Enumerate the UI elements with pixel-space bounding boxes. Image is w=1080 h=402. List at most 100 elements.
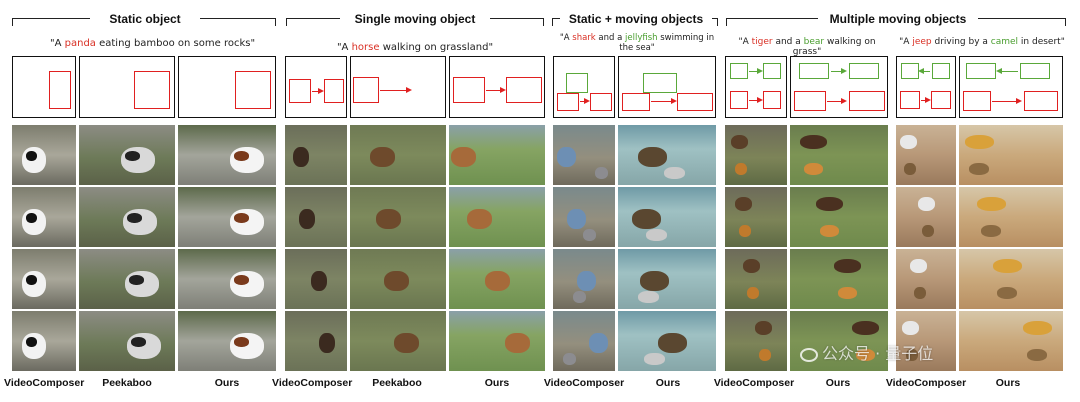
video-frame xyxy=(449,249,545,309)
watermark-text: 公众号 · 量子位 xyxy=(822,344,934,363)
layout-box-single-2 xyxy=(350,56,446,118)
prompt-object-bear: bear xyxy=(803,37,825,47)
frame-subject-secondary xyxy=(234,151,250,161)
bbox-shark-start xyxy=(557,93,579,111)
bbox-camel-start xyxy=(932,63,950,79)
video-frame xyxy=(553,249,615,309)
column-label-peekaboo: Peekaboo xyxy=(102,377,152,389)
frame-subject-secondary xyxy=(26,213,37,223)
video-frame xyxy=(12,249,76,309)
bbox-bear-end xyxy=(849,63,879,79)
frame-subject xyxy=(121,147,155,173)
frame-subject xyxy=(638,147,668,167)
column-label-videocomposer: VideoComposer xyxy=(272,377,353,389)
wechat-icon xyxy=(800,347,818,362)
prompt-object-panda: panda xyxy=(64,38,96,49)
prompt-object-jeep: jeep xyxy=(912,37,932,47)
frame-subject xyxy=(451,147,476,167)
frame-subject-secondary xyxy=(646,229,667,241)
frame-subject-secondary xyxy=(583,229,597,241)
video-frame xyxy=(553,187,615,247)
motion-arrow xyxy=(580,97,590,104)
bbox-camel-end xyxy=(901,63,919,79)
frame-subject xyxy=(370,147,395,167)
bbox-panda xyxy=(235,71,271,109)
video-frame xyxy=(285,125,347,185)
bbox-tiger-end xyxy=(849,91,885,111)
frame-subject xyxy=(816,197,844,211)
frame-subject xyxy=(230,147,264,173)
video-frame xyxy=(553,125,615,185)
column-label-ours: Ours xyxy=(995,377,1021,389)
frame-subject xyxy=(965,135,995,149)
bbox-horse-end xyxy=(506,77,542,103)
prompt-text: walking on grass" xyxy=(792,37,876,57)
frame-subject xyxy=(658,333,688,353)
video-frame xyxy=(959,125,1063,185)
frame-subject xyxy=(1023,321,1053,335)
frame-subject xyxy=(977,197,1007,211)
frame-subject xyxy=(230,209,264,235)
video-frame xyxy=(725,187,787,247)
layout-box-multiple-3 xyxy=(896,56,956,118)
motion-arrow xyxy=(486,86,506,93)
video-frame xyxy=(79,187,175,247)
prompt-jeep-camel: "A jeep driving by a camel in desert" xyxy=(892,37,1072,47)
bbox-horse-start xyxy=(289,79,311,103)
frame-subject xyxy=(743,259,761,273)
video-frame xyxy=(79,311,175,371)
frame-subject xyxy=(900,135,917,149)
bbox-jellyfish xyxy=(566,73,588,93)
prompt-text: "A xyxy=(336,42,352,53)
video-frame xyxy=(896,311,956,371)
frame-subject-secondary xyxy=(914,287,926,299)
video-frame xyxy=(79,125,175,185)
bbox-bear-end xyxy=(763,63,781,79)
frame-subject xyxy=(311,271,328,291)
bbox-camel-end xyxy=(966,63,996,79)
frame-subject-secondary xyxy=(981,225,1002,237)
bbox-jellyfish xyxy=(643,73,677,93)
frame-subject-secondary xyxy=(26,275,37,285)
frame-subject xyxy=(299,209,316,229)
frame-subject-secondary xyxy=(969,163,990,175)
motion-arrow xyxy=(380,86,412,93)
prompt-object-tiger: tiger xyxy=(751,37,773,47)
frame-subject xyxy=(557,147,576,167)
column-label-videocomposer: VideoComposer xyxy=(713,377,795,389)
prompt-text: "A xyxy=(899,37,913,47)
motion-arrow xyxy=(651,97,677,104)
video-frame xyxy=(553,311,615,371)
watermark: 公众号 · 量子位 xyxy=(800,340,933,364)
frame-subject-secondary xyxy=(804,163,824,175)
frame-subject-secondary xyxy=(127,213,143,223)
video-frame xyxy=(285,249,347,309)
video-frame xyxy=(12,311,76,371)
layout-box-static-moving-1 xyxy=(553,56,615,118)
frame-subject-secondary xyxy=(739,225,752,237)
prompt-shark-jellyfish: "A shark and a jellyfish swimming in the… xyxy=(558,33,716,53)
column-label-videocomposer: VideoComposer xyxy=(4,377,85,389)
video-frame xyxy=(350,125,446,185)
frame-subject-secondary xyxy=(26,151,37,161)
bbox-panda xyxy=(134,71,170,109)
video-frame xyxy=(725,249,787,309)
prompt-text: in desert" xyxy=(1018,37,1065,47)
motion-arrow xyxy=(996,67,1018,74)
frame-subject-secondary xyxy=(573,291,587,303)
video-frame xyxy=(896,125,956,185)
bbox-horse-start xyxy=(453,77,485,103)
frame-subject xyxy=(123,209,157,235)
frame-subject xyxy=(731,135,749,149)
motion-arrow xyxy=(749,67,763,74)
column-label-peekaboo: Peekaboo xyxy=(372,377,422,389)
bbox-panda xyxy=(49,71,71,109)
video-frame xyxy=(790,249,888,309)
layout-box-static-2 xyxy=(79,56,175,118)
bbox-bear-start xyxy=(730,63,748,79)
prompt-text: "A xyxy=(559,33,573,43)
frame-subject xyxy=(125,271,159,297)
video-frame xyxy=(449,311,545,371)
prompt-text: "A xyxy=(50,38,65,49)
layout-box-multiple-2 xyxy=(790,56,888,118)
